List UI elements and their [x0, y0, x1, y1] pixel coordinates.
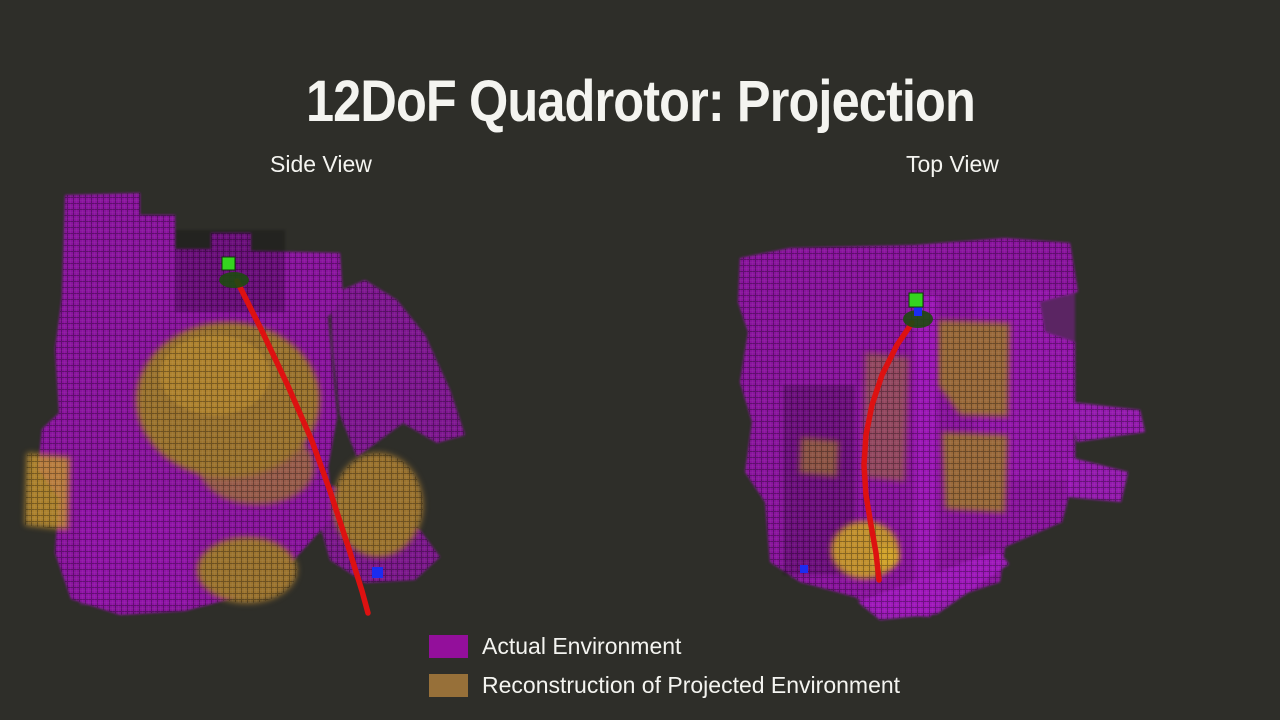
quadrotor-body — [903, 310, 933, 328]
legend-label: Actual Environment — [482, 633, 682, 659]
legend-item-reconstruction: Reconstruction of Projected Environment — [429, 674, 900, 697]
side-view-pointcloud — [25, 193, 465, 616]
quadrotor-body — [219, 272, 249, 288]
voxel-grid-texture — [25, 193, 465, 615]
top-view-pointcloud — [738, 238, 1145, 620]
legend-item-actual: Actual Environment — [429, 635, 900, 658]
trajectory-line — [861, 320, 915, 583]
goal-marker — [800, 565, 808, 573]
actual-environment-swatch — [429, 635, 468, 658]
quadrotor-blue-part — [914, 306, 922, 316]
legend-label: Reconstruction of Projected Environment — [482, 672, 901, 698]
goal-marker — [372, 567, 383, 578]
reconstruction-swatch — [429, 674, 468, 697]
legend: Actual Environment Reconstruction of Pro… — [429, 635, 900, 697]
top-trajectory-group — [800, 292, 933, 583]
top-view-label: Top View — [906, 151, 999, 177]
side-trajectory-group — [219, 256, 383, 616]
page-title-text: 12DoF Quadrotor: Projection — [305, 69, 975, 134]
trajectory-line — [234, 278, 371, 616]
side-view-label: Side View — [270, 151, 372, 177]
start-marker — [221, 256, 236, 271]
page-title: 12DoF Quadrotor: Projection — [0, 68, 1280, 135]
voxel-grid-texture — [738, 238, 1145, 620]
start-marker — [908, 292, 924, 308]
